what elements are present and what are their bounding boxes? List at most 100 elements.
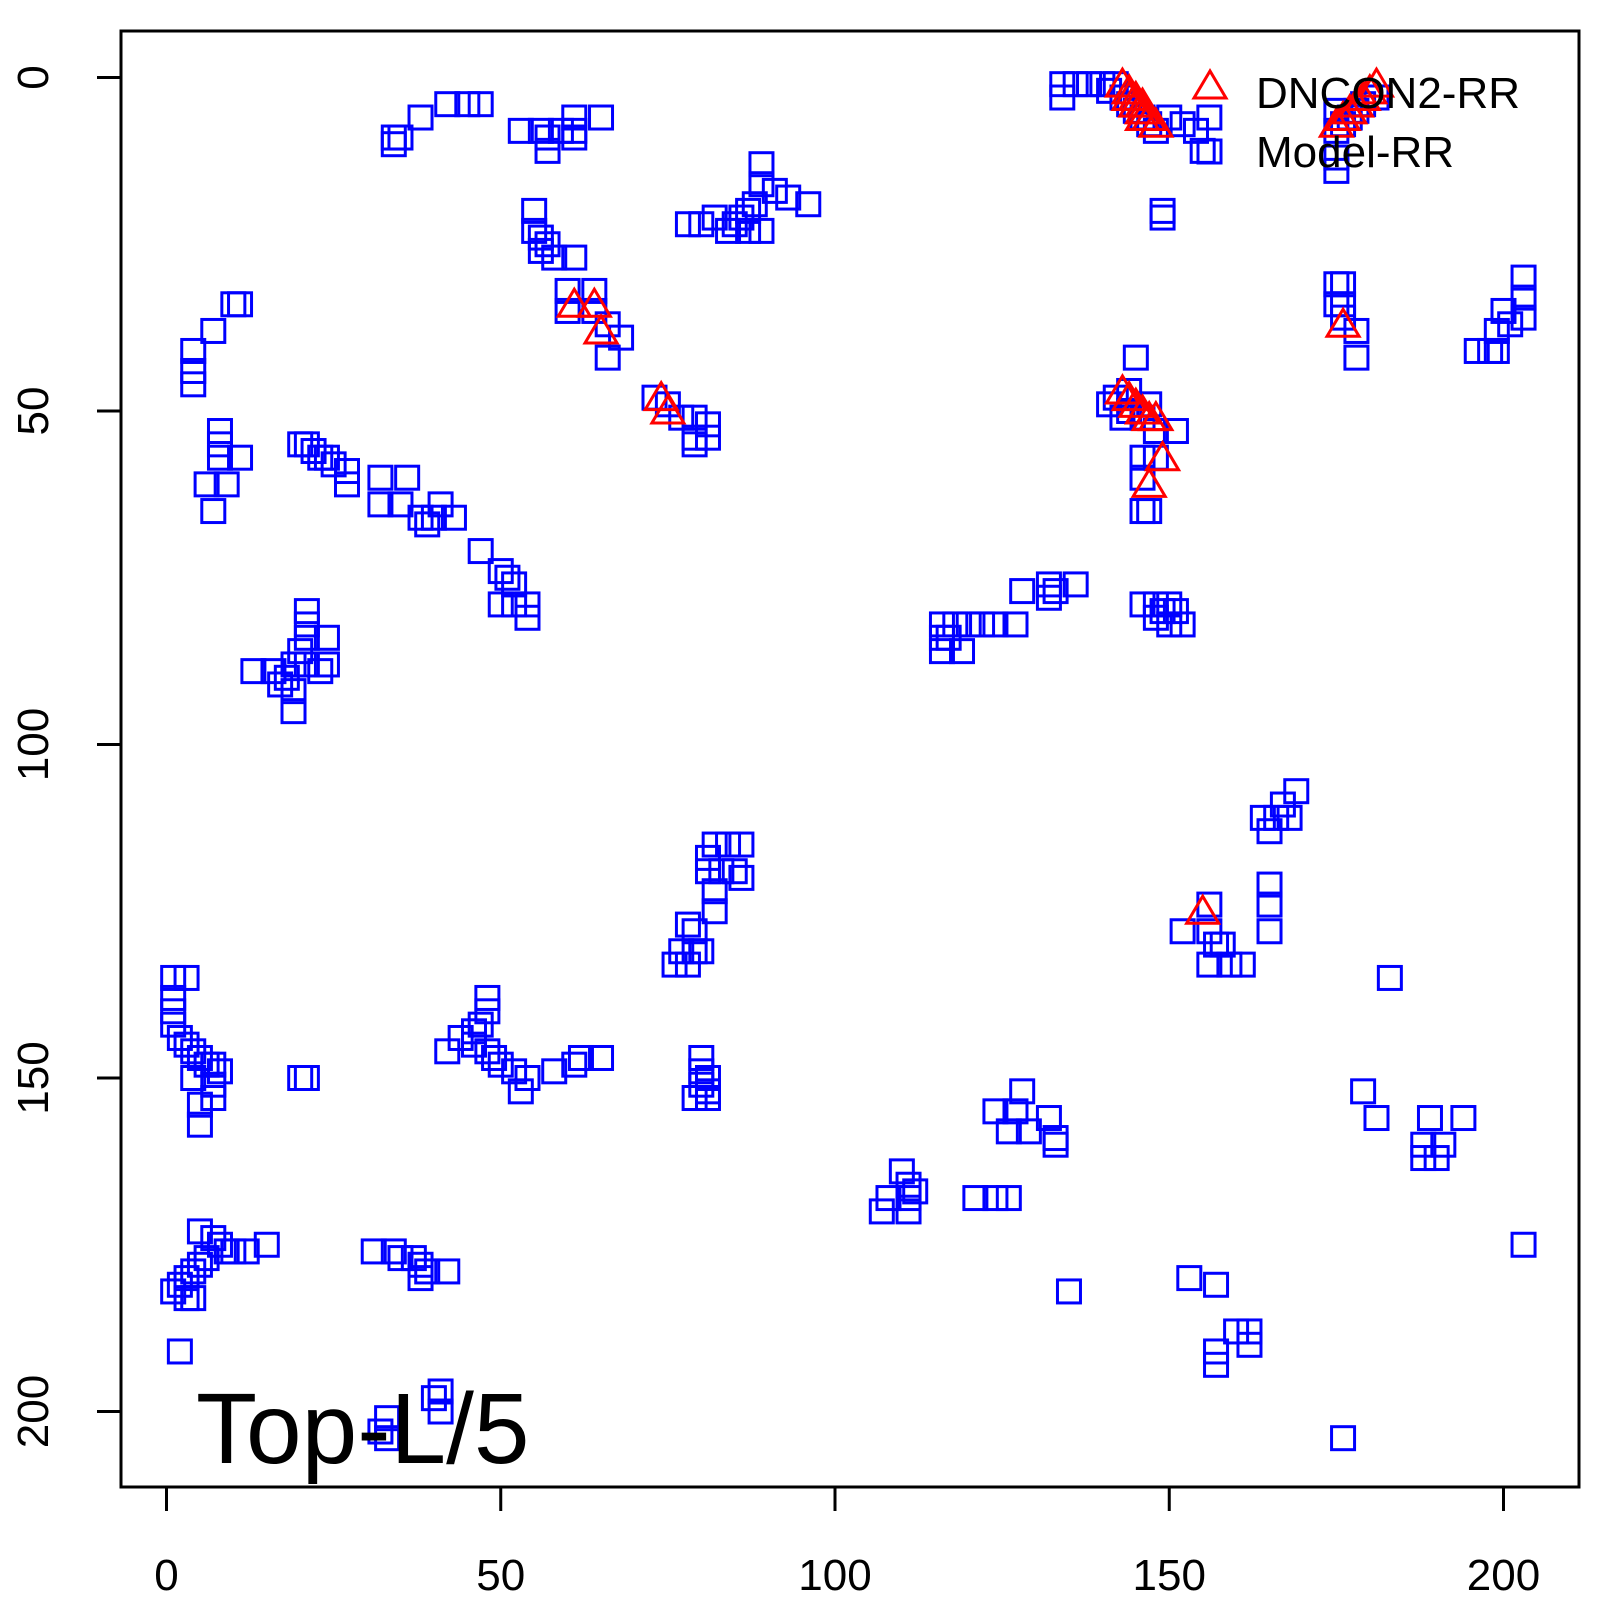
legend-label-model: Model-RR — [1256, 128, 1454, 177]
model-rr-point — [186, 1091, 213, 1118]
model-rr-point — [888, 1158, 915, 1185]
model-rr-point — [1122, 344, 1149, 371]
model-rr-point — [895, 1185, 922, 1212]
legend-label-dncon2: DNCON2-RR — [1256, 69, 1520, 118]
model-rr-point — [293, 598, 320, 625]
model-rr-point — [688, 1044, 715, 1071]
model-rr-point — [715, 217, 742, 244]
model-rr-point — [955, 611, 982, 638]
model-rr-point — [1330, 304, 1357, 331]
model-rr-point — [527, 224, 554, 251]
model-rr-point — [1203, 1338, 1230, 1365]
model-rr-point — [273, 664, 300, 691]
model-rr-point — [454, 91, 481, 118]
model-rr-point — [995, 1118, 1022, 1145]
model-rr-point — [969, 611, 996, 638]
model-rr-point — [293, 651, 320, 678]
model-rr-point — [1203, 1351, 1230, 1378]
model-rr-point — [1350, 1078, 1377, 1105]
model-rr-point — [313, 624, 340, 651]
model-rr-point — [1196, 918, 1223, 945]
model-rr-point — [1450, 1105, 1477, 1132]
model-rr-point — [1169, 111, 1196, 138]
model-rr-point — [588, 104, 615, 131]
model-rr-point — [387, 1245, 414, 1272]
model-rr-point — [1323, 157, 1350, 184]
model-rr-point — [474, 984, 501, 1011]
model-rr-point — [1049, 84, 1076, 111]
model-rr-point — [320, 451, 347, 478]
model-rr-point — [474, 998, 501, 1025]
model-rr-point — [1162, 598, 1189, 625]
model-rr-point — [748, 151, 775, 178]
model-rr-point — [1330, 1425, 1357, 1452]
model-rr-point — [487, 558, 514, 585]
model-rr-point — [561, 1051, 588, 1078]
model-rr-point — [233, 1238, 260, 1265]
model-rr-point — [260, 658, 287, 685]
model-rr-point — [180, 1285, 207, 1312]
dncon2-rr-point — [1143, 439, 1182, 472]
x-tick-label: 50 — [476, 1551, 525, 1600]
model-rr-point — [220, 1238, 247, 1265]
model-rr-point — [434, 1038, 461, 1065]
model-rr-point — [407, 104, 434, 131]
dncon2-rr-point — [582, 313, 620, 345]
legend-triangle-icon — [1191, 68, 1229, 100]
model-rr-point — [1490, 297, 1517, 324]
model-rr-point — [741, 191, 768, 218]
x-axis: 0 50 100 150 200 — [154, 1485, 1540, 1600]
model-rr-point — [360, 1238, 387, 1265]
model-rr-point — [420, 504, 447, 531]
model-rr-point — [1376, 964, 1403, 991]
model-rr-point — [1510, 304, 1537, 331]
model-rr-point — [688, 1058, 715, 1085]
model-rr-point — [387, 124, 414, 151]
dncon2-rr-point — [1351, 72, 1389, 105]
model-rr-point — [708, 858, 735, 885]
model-rr-point — [1035, 571, 1062, 598]
model-rr-point — [160, 998, 187, 1025]
model-rr-point — [561, 104, 588, 131]
model-rr-point — [1416, 1105, 1443, 1132]
model-rr-point — [1129, 498, 1156, 525]
model-rr-point — [440, 504, 467, 531]
model-rr-point — [1156, 611, 1183, 638]
model-rr-point — [928, 638, 955, 665]
model-rr-point — [374, 1405, 401, 1432]
model-rr-point — [186, 1044, 213, 1071]
model-rr-point — [180, 1258, 207, 1285]
panel-annotation: Top-L/5 — [196, 1373, 530, 1485]
model-rr-point — [333, 458, 360, 485]
model-rr-point — [1149, 598, 1176, 625]
model-rr-point — [1463, 337, 1490, 364]
model-rr-point — [380, 1238, 407, 1265]
model-rr-point — [688, 211, 715, 238]
model-rr-point — [501, 591, 528, 618]
model-rr-point — [180, 357, 207, 384]
model-rr-point — [527, 237, 554, 264]
model-rr-point — [427, 491, 454, 518]
model-rr-point — [748, 171, 775, 198]
model-rr-point — [1076, 71, 1103, 98]
model-rr-point — [561, 124, 588, 151]
model-rr-point — [186, 1218, 213, 1245]
model-rr-point — [186, 1251, 213, 1278]
model-rr-point — [253, 1231, 280, 1258]
model-rr-point — [1209, 931, 1236, 958]
x-tick-label: 200 — [1467, 1551, 1540, 1600]
model-rr-point — [200, 1071, 227, 1098]
model-rr-point — [1149, 204, 1176, 231]
model-rr-point — [541, 244, 568, 271]
x-tick-label: 150 — [1133, 1551, 1206, 1600]
model-rr-point — [1049, 71, 1076, 98]
model-rr-point — [1269, 791, 1296, 818]
model-rr-point — [1009, 1078, 1036, 1105]
model-rr-point — [681, 431, 708, 458]
model-rr-point — [447, 1024, 474, 1051]
model-rr-point — [414, 511, 441, 538]
model-rr-point — [374, 1425, 401, 1452]
model-rr-point — [761, 177, 788, 204]
model-rr-point — [1062, 571, 1089, 598]
model-rr-point — [681, 918, 708, 945]
